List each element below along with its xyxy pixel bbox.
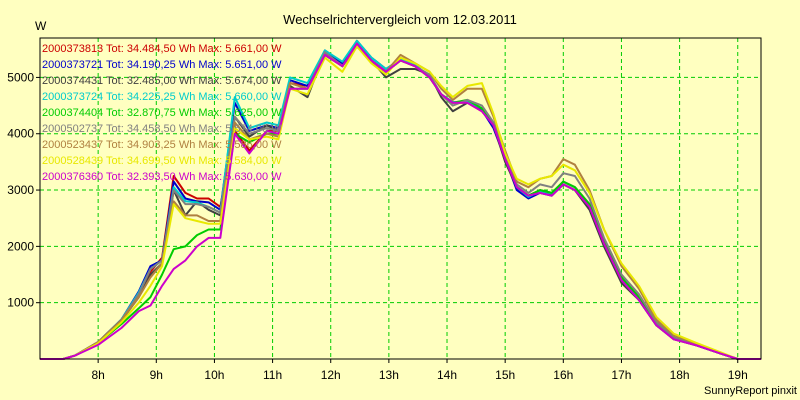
x-tick-label: 8h (91, 368, 104, 382)
x-tick-label: 9h (150, 368, 163, 382)
x-tick-label: 11h (263, 368, 282, 382)
legend-entry-7: 2000523437 Tot: 34.903,25 Wh Max: 5.586,… (42, 139, 282, 151)
legend-entry-6: 2000502737 Tot: 34.458,50 Wh Max: 5.574,… (42, 123, 282, 135)
plot-area-frame (39, 37, 762, 360)
y-tick-label: 5000 (7, 70, 34, 84)
x-tick-label: 13h (379, 368, 399, 382)
chart-title: Wechselrichtervergleich vom 12.03.2011 (283, 12, 517, 27)
legend-entry-3: 2000374431 Tot: 32.485,00 Wh Max: 5.674,… (42, 75, 282, 87)
legend-entry-4: 2000373724 Tot: 34.225,25 Wh Max: 5.660,… (42, 91, 282, 103)
series-lines (40, 39, 761, 360)
x-tick-label: 15h (495, 368, 515, 382)
x-tick-label: 12h (321, 368, 341, 382)
y-tick-label: 3000 (7, 183, 34, 197)
x-tick-label: 17h (611, 368, 631, 382)
legend-entry-5: 2000374404 Tot: 32.870,75 Wh Max: 5.625,… (42, 107, 282, 119)
legend-entry-1: 2000373813 Tot: 34.484,50 Wh Max: 5.661,… (42, 43, 282, 55)
x-tick-label: 16h (553, 368, 573, 382)
legend-entry-9: 2000376360 Tot: 32.393,50 Wh Max: 5.630,… (42, 171, 282, 183)
y-tick-label: 1000 (7, 296, 34, 310)
x-tick-label: 18h (670, 368, 690, 382)
y-tick-label: 2000 (7, 239, 34, 253)
series-line-9 (40, 42, 761, 360)
legend-entry-8: 2000528439 Tot: 34.699,50 Wh Max: 5.584,… (42, 155, 282, 167)
y-tick-label: 4000 (7, 127, 34, 141)
footer-credit: SunnyReport pinxit (704, 385, 797, 397)
x-tick-label: 19h (728, 368, 748, 382)
series-line-8 (40, 45, 761, 360)
legend-entry-2: 2000373721 Tot: 34.190,25 Wh Max: 5.651,… (42, 59, 282, 71)
x-tick-label: 14h (437, 368, 457, 382)
y-axis-label: W (35, 19, 47, 33)
legend: 2000373813 Tot: 34.484,50 Wh Max: 5.661,… (42, 43, 282, 183)
grid (40, 38, 761, 359)
axis-ticks: 8h 9h 10h 11h 12h 13h 14h 15h 16h 17h 18h 19h 1000 20… (7, 70, 747, 382)
x-tick-label: 10h (204, 368, 224, 382)
